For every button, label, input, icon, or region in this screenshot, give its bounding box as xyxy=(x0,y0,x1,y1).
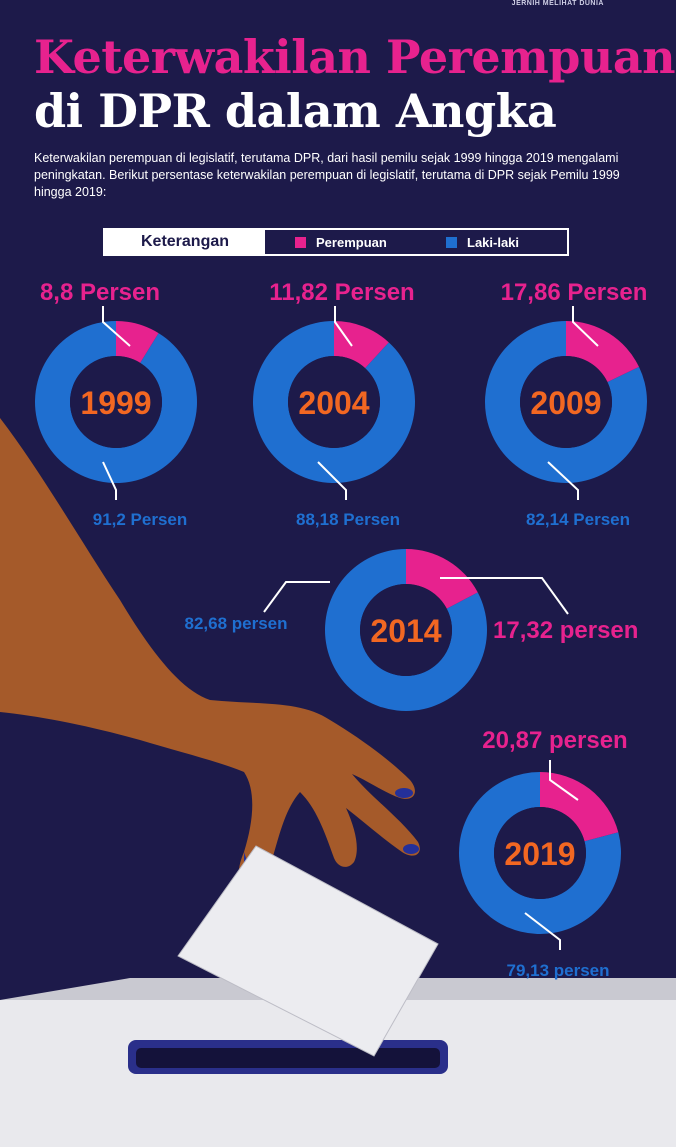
men-percent-label-2019: 79,13 persen xyxy=(506,961,609,980)
infographic: JERNIH MELIHAT DUNIA Keterwakilan Peremp… xyxy=(0,0,676,1147)
men-percent-label-2014: 82,68 persen xyxy=(184,614,287,633)
men-percent-label-1999: 91,2 Persen xyxy=(93,510,188,529)
leader-line-men-2014 xyxy=(264,582,330,612)
donut-chart-2014: 2014 17,32 persen 82,68 persen xyxy=(184,549,638,711)
year-label-2019: 2019 xyxy=(504,836,575,872)
donut-chart-1999: 1999 8,8 Persen 91,2 Persen xyxy=(35,279,197,529)
men-percent-label-2009: 82,14 Persen xyxy=(526,510,630,529)
donut-chart-2019: 2019 20,87 persen 79,13 persen xyxy=(459,727,628,980)
year-label-2009: 2009 xyxy=(530,385,601,421)
women-percent-label-1999: 8,8 Persen xyxy=(40,279,160,306)
donut-chart-2004: 2004 11,82 Persen 88,18 Persen xyxy=(253,279,415,529)
men-percent-label-2004: 88,18 Persen xyxy=(296,510,400,529)
women-percent-label-2004: 11,82 Persen xyxy=(269,279,414,306)
donut-chart-2009: 2009 17,86 Persen 82,14 Persen xyxy=(485,279,647,529)
women-percent-label-2014: 17,32 persen xyxy=(493,617,638,644)
year-label-1999: 1999 xyxy=(80,385,151,421)
year-label-2004: 2004 xyxy=(298,385,369,421)
women-percent-label-2019: 20,87 persen xyxy=(482,727,627,754)
women-percent-label-2009: 17,86 Persen xyxy=(501,279,648,306)
year-label-2014: 2014 xyxy=(370,613,441,649)
chart-area: 1999 8,8 Persen 91,2 Persen 2004 11,82 Perse… xyxy=(0,0,676,1147)
